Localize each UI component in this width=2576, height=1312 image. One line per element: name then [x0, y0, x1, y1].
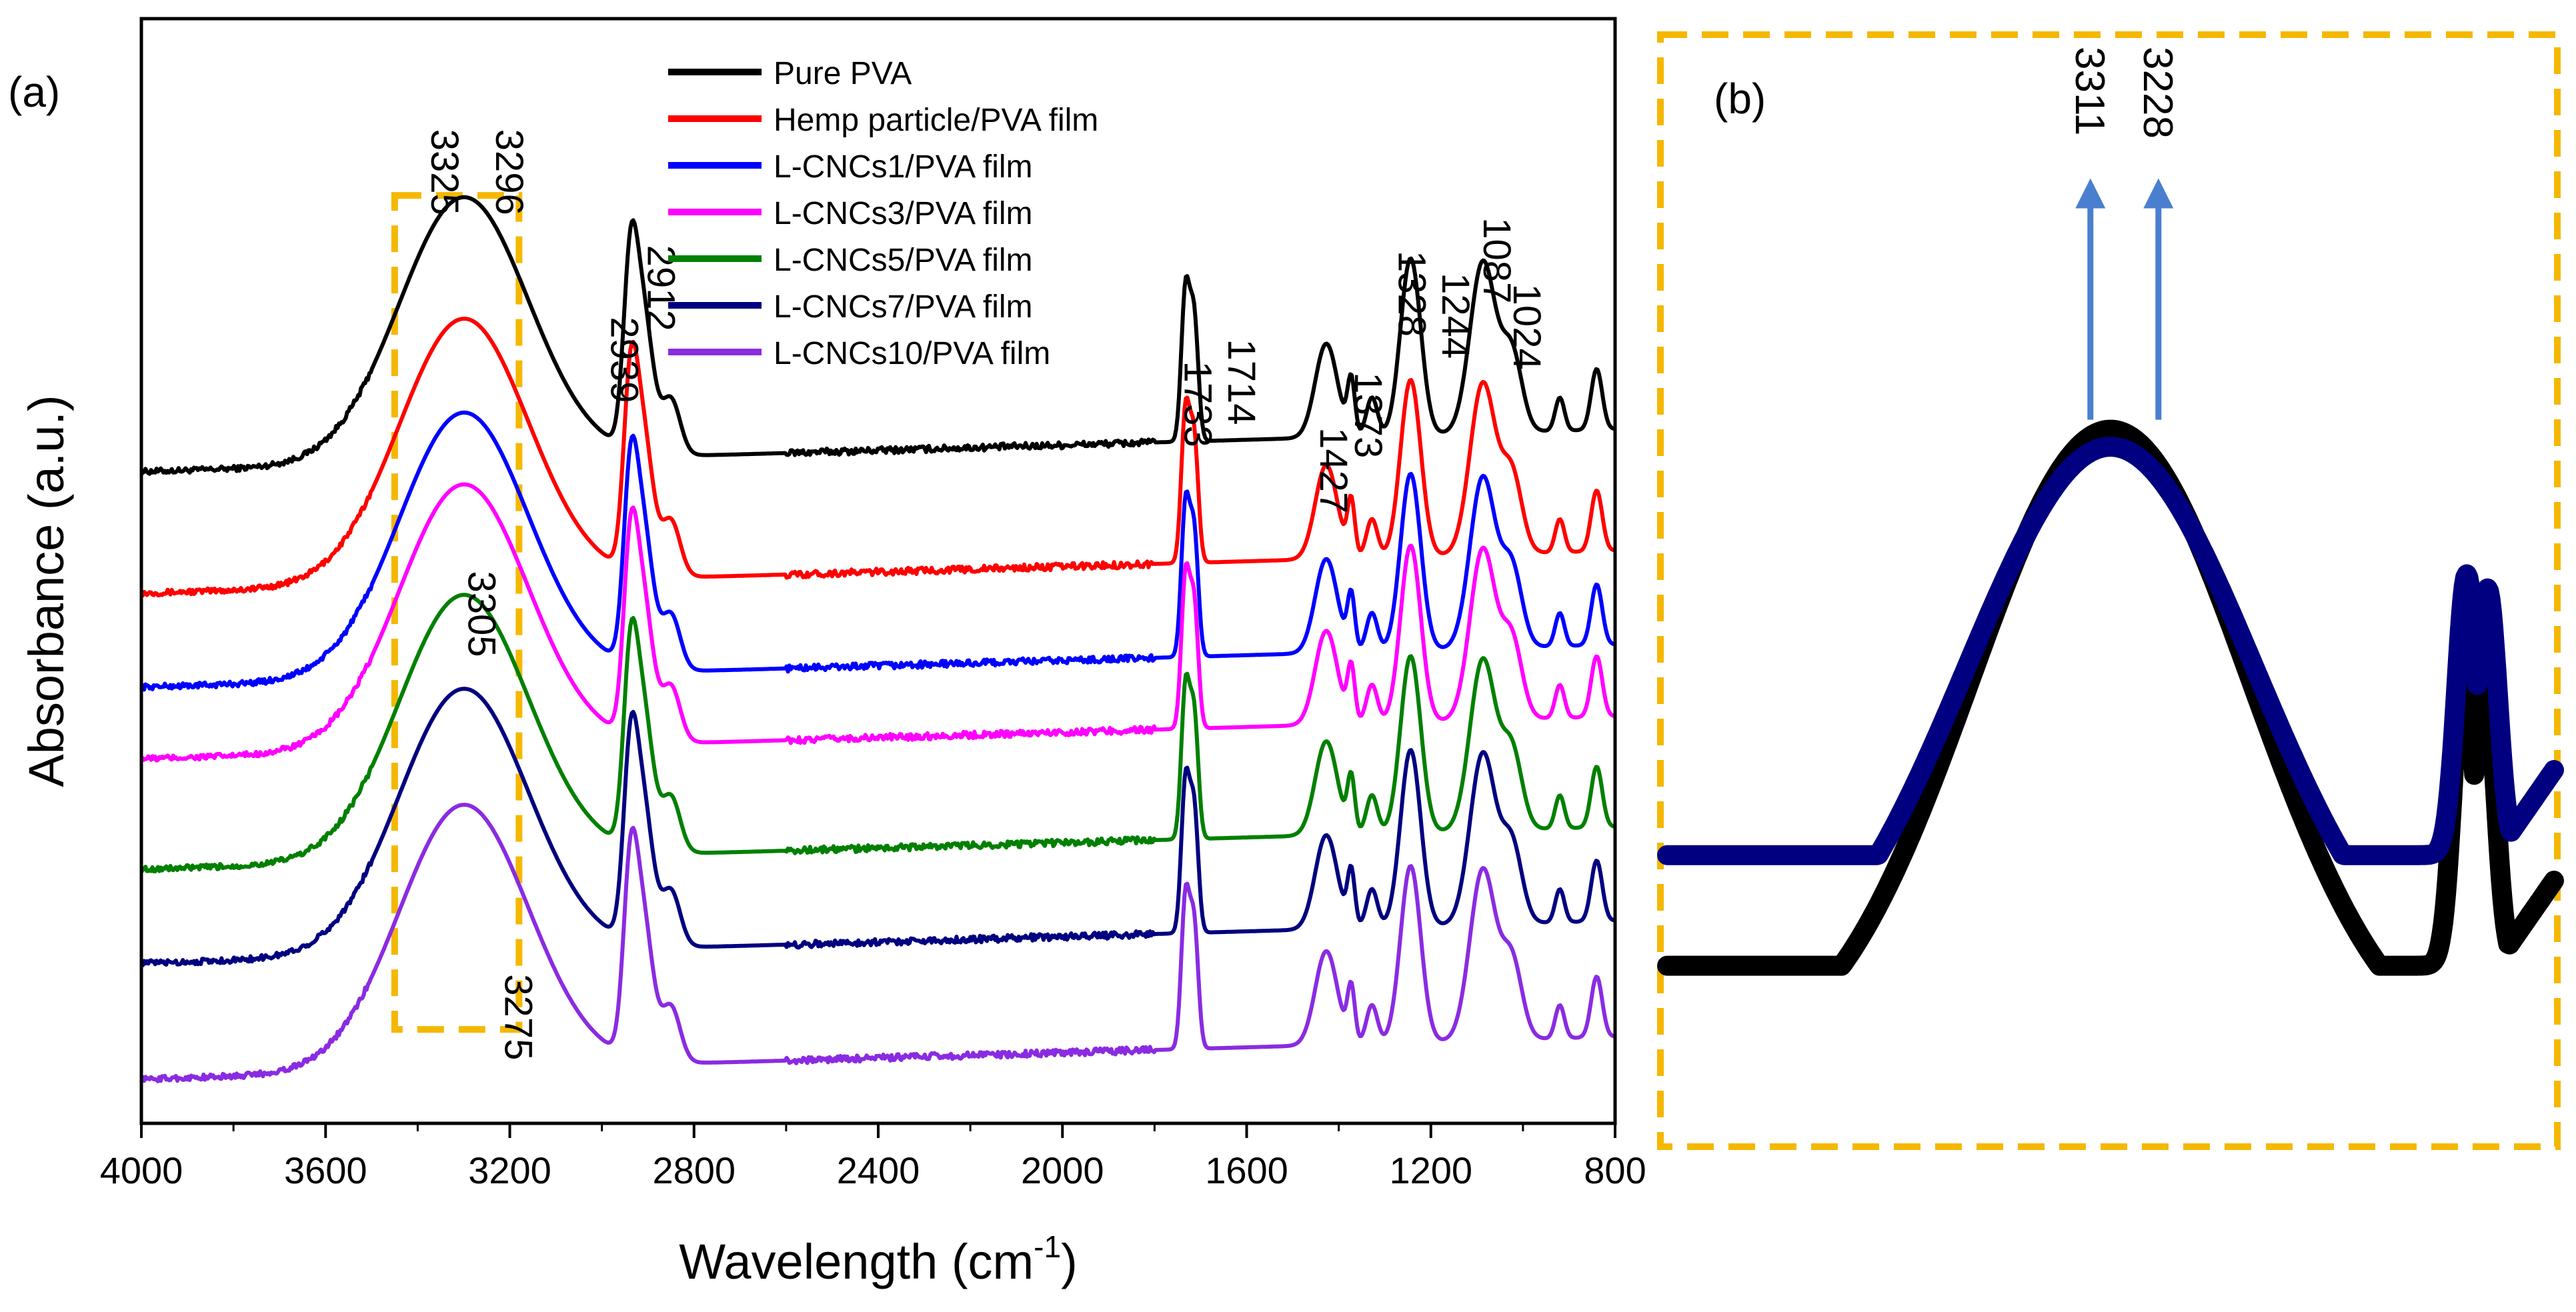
legend-entry: Pure PVA — [774, 56, 912, 91]
x-tick-label: 3600 — [284, 1149, 367, 1191]
highlight-box-rect — [391, 192, 523, 1033]
legend-entry: L-CNCs10/PVA film — [774, 336, 1050, 371]
panel-a-label: (a) — [8, 68, 60, 116]
peak-label: 3296 — [487, 129, 531, 215]
x-tick-label: 800 — [1584, 1149, 1646, 1191]
zoomed-peak-annotations: 3311 3228 — [2067, 47, 2181, 420]
peak-label: 1328 — [1390, 251, 1433, 337]
spectra-lines — [139, 195, 1615, 1083]
legend-entry: L-CNCs5/PVA film — [774, 243, 1033, 278]
legend-entry: L-CNCs3/PVA film — [774, 196, 1033, 231]
peak-label: 1024 — [1505, 284, 1548, 370]
peak-label: 3275 — [497, 974, 540, 1060]
spectrum-line — [139, 593, 1615, 874]
x-axis-ticks: 4000 3600 3200 2800 2400 2000 1600 1200 800 — [100, 1123, 1646, 1191]
x-tick-label: 2000 — [1021, 1149, 1104, 1191]
spectrum-line — [139, 803, 1615, 1083]
peak-label: 1373 — [1346, 372, 1390, 458]
spectrum-line — [141, 317, 1615, 598]
x-tick-label: 3200 — [468, 1149, 551, 1191]
peak-label: 1244 — [1434, 273, 1477, 359]
legend-entry: L-CNCs7/PVA film — [774, 289, 1033, 325]
peak-label: 1733 — [1176, 361, 1219, 447]
peak-label: 1714 — [1220, 339, 1263, 425]
peak-label: 1087 — [1475, 217, 1518, 303]
x-tick-label: 2800 — [652, 1149, 736, 1191]
zoomed-spectra-lines — [1657, 419, 2564, 976]
peak-label: 2939 — [602, 317, 646, 403]
y-axis-label: Absorbance (a.u.) — [19, 395, 74, 787]
panel-b-zoomed-oh-region: (b) 3311 3228 — [1657, 31, 2564, 1150]
zoom-peak-label: 3311 — [2067, 47, 2113, 135]
x-tick-label: 2400 — [837, 1149, 920, 1191]
x-tick-label: 4000 — [100, 1149, 183, 1191]
highlight-box — [391, 192, 523, 1033]
legend-entry: L-CNCs1/PVA film — [774, 149, 1033, 185]
spectrum-line — [140, 687, 1615, 968]
x-tick-label: 1200 — [1389, 1149, 1472, 1191]
spectrum-line — [139, 410, 1615, 692]
x-axis-label-close: ) — [1061, 1234, 1078, 1289]
legend-entry: Hemp particle/PVA film — [774, 103, 1098, 138]
x-axis-label-text: Wavelength (cm — [679, 1234, 1034, 1289]
peak-label: 1427 — [1312, 427, 1355, 513]
x-tick-label: 1600 — [1205, 1149, 1288, 1191]
panel-b-dashed-border — [1657, 31, 2561, 1150]
spectrum-line — [139, 482, 1615, 763]
zoomed-spectrum-line — [1657, 419, 2564, 976]
spectrum-line — [139, 195, 1615, 476]
zoomed-spectrum-line — [1657, 437, 2564, 865]
x-axis-label-superscript: -1 — [1034, 1229, 1061, 1264]
peak-label: 3305 — [459, 571, 503, 657]
legend: Pure PVA Hemp particle/PVA film L-CNCs1/PV… — [668, 56, 1098, 371]
zoom-peak-label: 3228 — [2135, 47, 2181, 139]
panel-b-label: (b) — [1714, 75, 1766, 123]
peak-label: 3325 — [423, 129, 466, 215]
x-axis-label: Wavelength (cm-1) — [679, 1229, 1077, 1289]
